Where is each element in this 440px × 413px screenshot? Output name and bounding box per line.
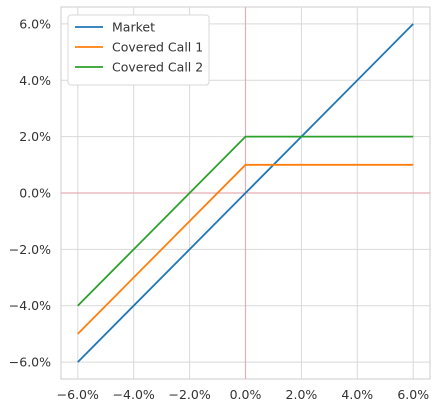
x-tick-label: 0.0% [230, 387, 262, 402]
y-tick-label: −4.0% [9, 298, 51, 313]
legend-label: Market [112, 20, 155, 35]
series-line-2 [77, 163, 414, 335]
legend-label: Covered Call 2 [112, 60, 203, 75]
x-tick-label: 2.0% [286, 387, 318, 402]
y-tick-label: 6.0% [19, 16, 51, 31]
legend: Market Covered Call 1 Covered Call 2 [67, 14, 210, 86]
legend-box [67, 14, 210, 86]
y-tick-label: 2.0% [19, 129, 51, 144]
y-tick-label: 4.0% [19, 73, 51, 88]
y-tick-label: −2.0% [9, 242, 51, 257]
x-tick-label: 4.0% [341, 387, 373, 402]
series-line-1 [77, 23, 414, 363]
legend-label: Covered Call 1 [112, 40, 203, 55]
x-tick-label: −4.0% [113, 387, 155, 402]
y-tick-label: −6.0% [9, 355, 51, 370]
x-axis-ticks: −6.0% −4.0% −2.0% 0.0% 2.0% 4.0% 6.0% [57, 387, 430, 402]
series-lines [77, 23, 414, 363]
x-tick-label: 6.0% [397, 387, 429, 402]
y-axis-ticks: −6.0% −4.0% −2.0% 0.0% 2.0% 4.0% 6.0% [9, 16, 51, 369]
x-tick-label: −2.0% [168, 387, 210, 402]
y-tick-label: 0.0% [19, 186, 51, 201]
series-line-3 [77, 135, 414, 307]
x-tick-label: −6.0% [57, 387, 99, 402]
